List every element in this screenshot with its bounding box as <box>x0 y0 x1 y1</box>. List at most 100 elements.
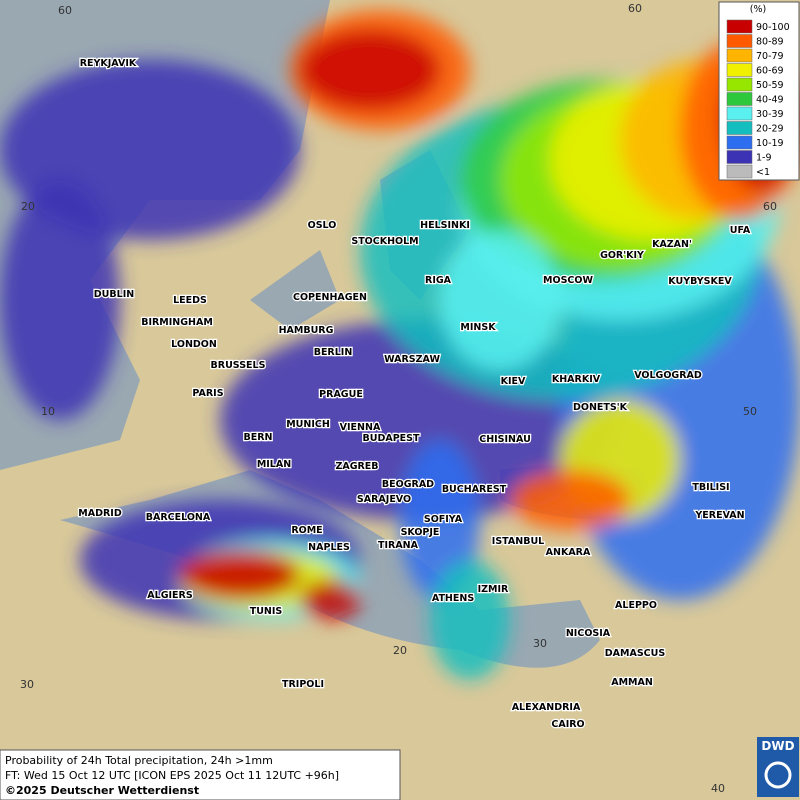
city-label: PARIS <box>192 388 223 399</box>
city-label: TRIPOLI <box>282 679 324 690</box>
footer-copyright: ©2025 Deutscher Wetterdienst <box>5 784 199 797</box>
footer-line2: FT: Wed 15 Oct 12 UTC [ICON EPS 2025 Oct… <box>5 769 339 782</box>
city-label: TUNIS <box>250 606 283 617</box>
city-label: LONDON <box>171 339 217 350</box>
city-label: MINSK <box>460 322 496 333</box>
city-label: ROME <box>291 525 322 536</box>
city-label: ALEXANDRIA <box>512 702 581 713</box>
legend-label: <1 <box>756 167 770 178</box>
legend-label: 50-59 <box>756 80 784 91</box>
city-label: STOCKHOLM <box>351 236 418 247</box>
grid-label: 20 <box>21 200 35 213</box>
precip-area <box>510 470 630 530</box>
precip-area <box>400 440 480 600</box>
city-label: TBILISI <box>692 482 729 493</box>
precip-area <box>300 30 440 110</box>
grid-label: 60 <box>58 4 72 17</box>
legend-swatch <box>726 92 753 106</box>
grid-label: 20 <box>393 644 407 657</box>
city-label: BEOGRAD <box>382 479 434 490</box>
city-label: GOR'KIY <box>600 250 644 261</box>
city-label: KHARKIV <box>552 374 601 385</box>
city-label: MOSCOW <box>543 275 593 286</box>
city-label: ANKARA <box>546 547 591 558</box>
city-label: ZAGREB <box>335 461 378 472</box>
city-label: BARCELONA <box>146 512 211 523</box>
legend-swatch <box>726 48 753 63</box>
city-label: COPENHAGEN <box>293 292 367 303</box>
legend-label: 70-79 <box>756 51 784 62</box>
precip-area <box>440 230 560 370</box>
grid-label: 60 <box>763 200 777 213</box>
city-label: MUNICH <box>286 419 330 430</box>
city-label: OSLO <box>308 220 337 231</box>
city-label: HAMBURG <box>279 325 334 336</box>
legend-swatch <box>726 150 753 164</box>
city-label: ALGIERS <box>147 590 193 601</box>
city-label: CAIRO <box>551 719 584 730</box>
legend-swatch <box>726 19 753 34</box>
footer-line1: Probability of 24h Total precipitation, … <box>5 754 273 767</box>
grid-label: 60 <box>628 2 642 15</box>
city-label: DAMASCUS <box>605 648 666 659</box>
city-label: BERN <box>244 432 273 443</box>
legend-label: 90-100 <box>756 22 790 33</box>
city-label: MILAN <box>257 459 291 470</box>
legend-swatch <box>726 106 753 121</box>
legend-label: 80-89 <box>756 37 784 48</box>
city-label: ATHENS <box>432 593 474 604</box>
logo-text: DWD <box>761 739 794 753</box>
city-label: NAPLES <box>308 542 350 553</box>
city-label: VOLGOGRAD <box>634 370 702 381</box>
footer-box <box>0 749 401 800</box>
city-label: MADRID <box>78 508 122 519</box>
city-label: HELSINKI <box>420 220 470 231</box>
city-label: BUDAPEST <box>363 433 420 444</box>
city-label: DUBLIN <box>94 289 134 300</box>
legend-title: (%) <box>750 4 766 15</box>
city-label: UFA <box>730 225 751 236</box>
city-label: WARSZAW <box>384 354 440 365</box>
grid-label: 30 <box>533 637 547 650</box>
legend-swatch <box>726 164 753 179</box>
legend-label: 40-49 <box>756 95 784 106</box>
legend-label: 1-9 <box>756 153 772 164</box>
city-label: KAZAN' <box>652 239 692 250</box>
city-label: REYKJAVIK <box>80 58 137 69</box>
city-label: KUYBYSKEV <box>668 276 732 287</box>
city-label: CHISINAU <box>479 434 531 445</box>
city-label: ALEPPO <box>615 600 657 611</box>
city-label: RIGA <box>425 275 452 286</box>
legend-label: 10-19 <box>756 138 784 149</box>
legend-swatch <box>726 63 753 77</box>
logo: DWD <box>757 737 799 797</box>
city-label: SARAJEVO <box>357 494 411 505</box>
city-label: AMMAN <box>611 677 653 688</box>
precip-area <box>0 180 120 420</box>
legend-swatch <box>726 34 753 48</box>
grid-label: 50 <box>743 405 757 418</box>
city-label: IZMIR <box>478 584 509 595</box>
grid-label: 30 <box>20 678 34 691</box>
legend-swatch <box>726 135 753 150</box>
city-label: LEEDS <box>173 295 207 306</box>
legend-swatch <box>726 121 753 135</box>
city-label: BRUSSELS <box>211 360 266 371</box>
legend-label: 30-39 <box>756 109 784 120</box>
footer: Probability of 24h Total precipitation, … <box>0 749 401 800</box>
legend-swatch <box>726 77 753 92</box>
city-label: YEREVAN <box>694 510 744 521</box>
precip-area <box>180 550 300 600</box>
city-label: PRAGUE <box>319 389 363 400</box>
precip-area <box>300 580 360 620</box>
grid-labels: 60 20 10 30 20 30 40 50 60 60 <box>20 2 777 795</box>
city-label: VIENNA <box>340 422 381 433</box>
legend-label: 60-69 <box>756 66 784 77</box>
city-label: NICOSIA <box>566 628 611 639</box>
city-label: SOFIYA <box>424 514 463 525</box>
city-label: DONETS'K <box>573 402 628 413</box>
legend-label: 20-29 <box>756 124 784 135</box>
city-label: BERLIN <box>314 347 353 358</box>
